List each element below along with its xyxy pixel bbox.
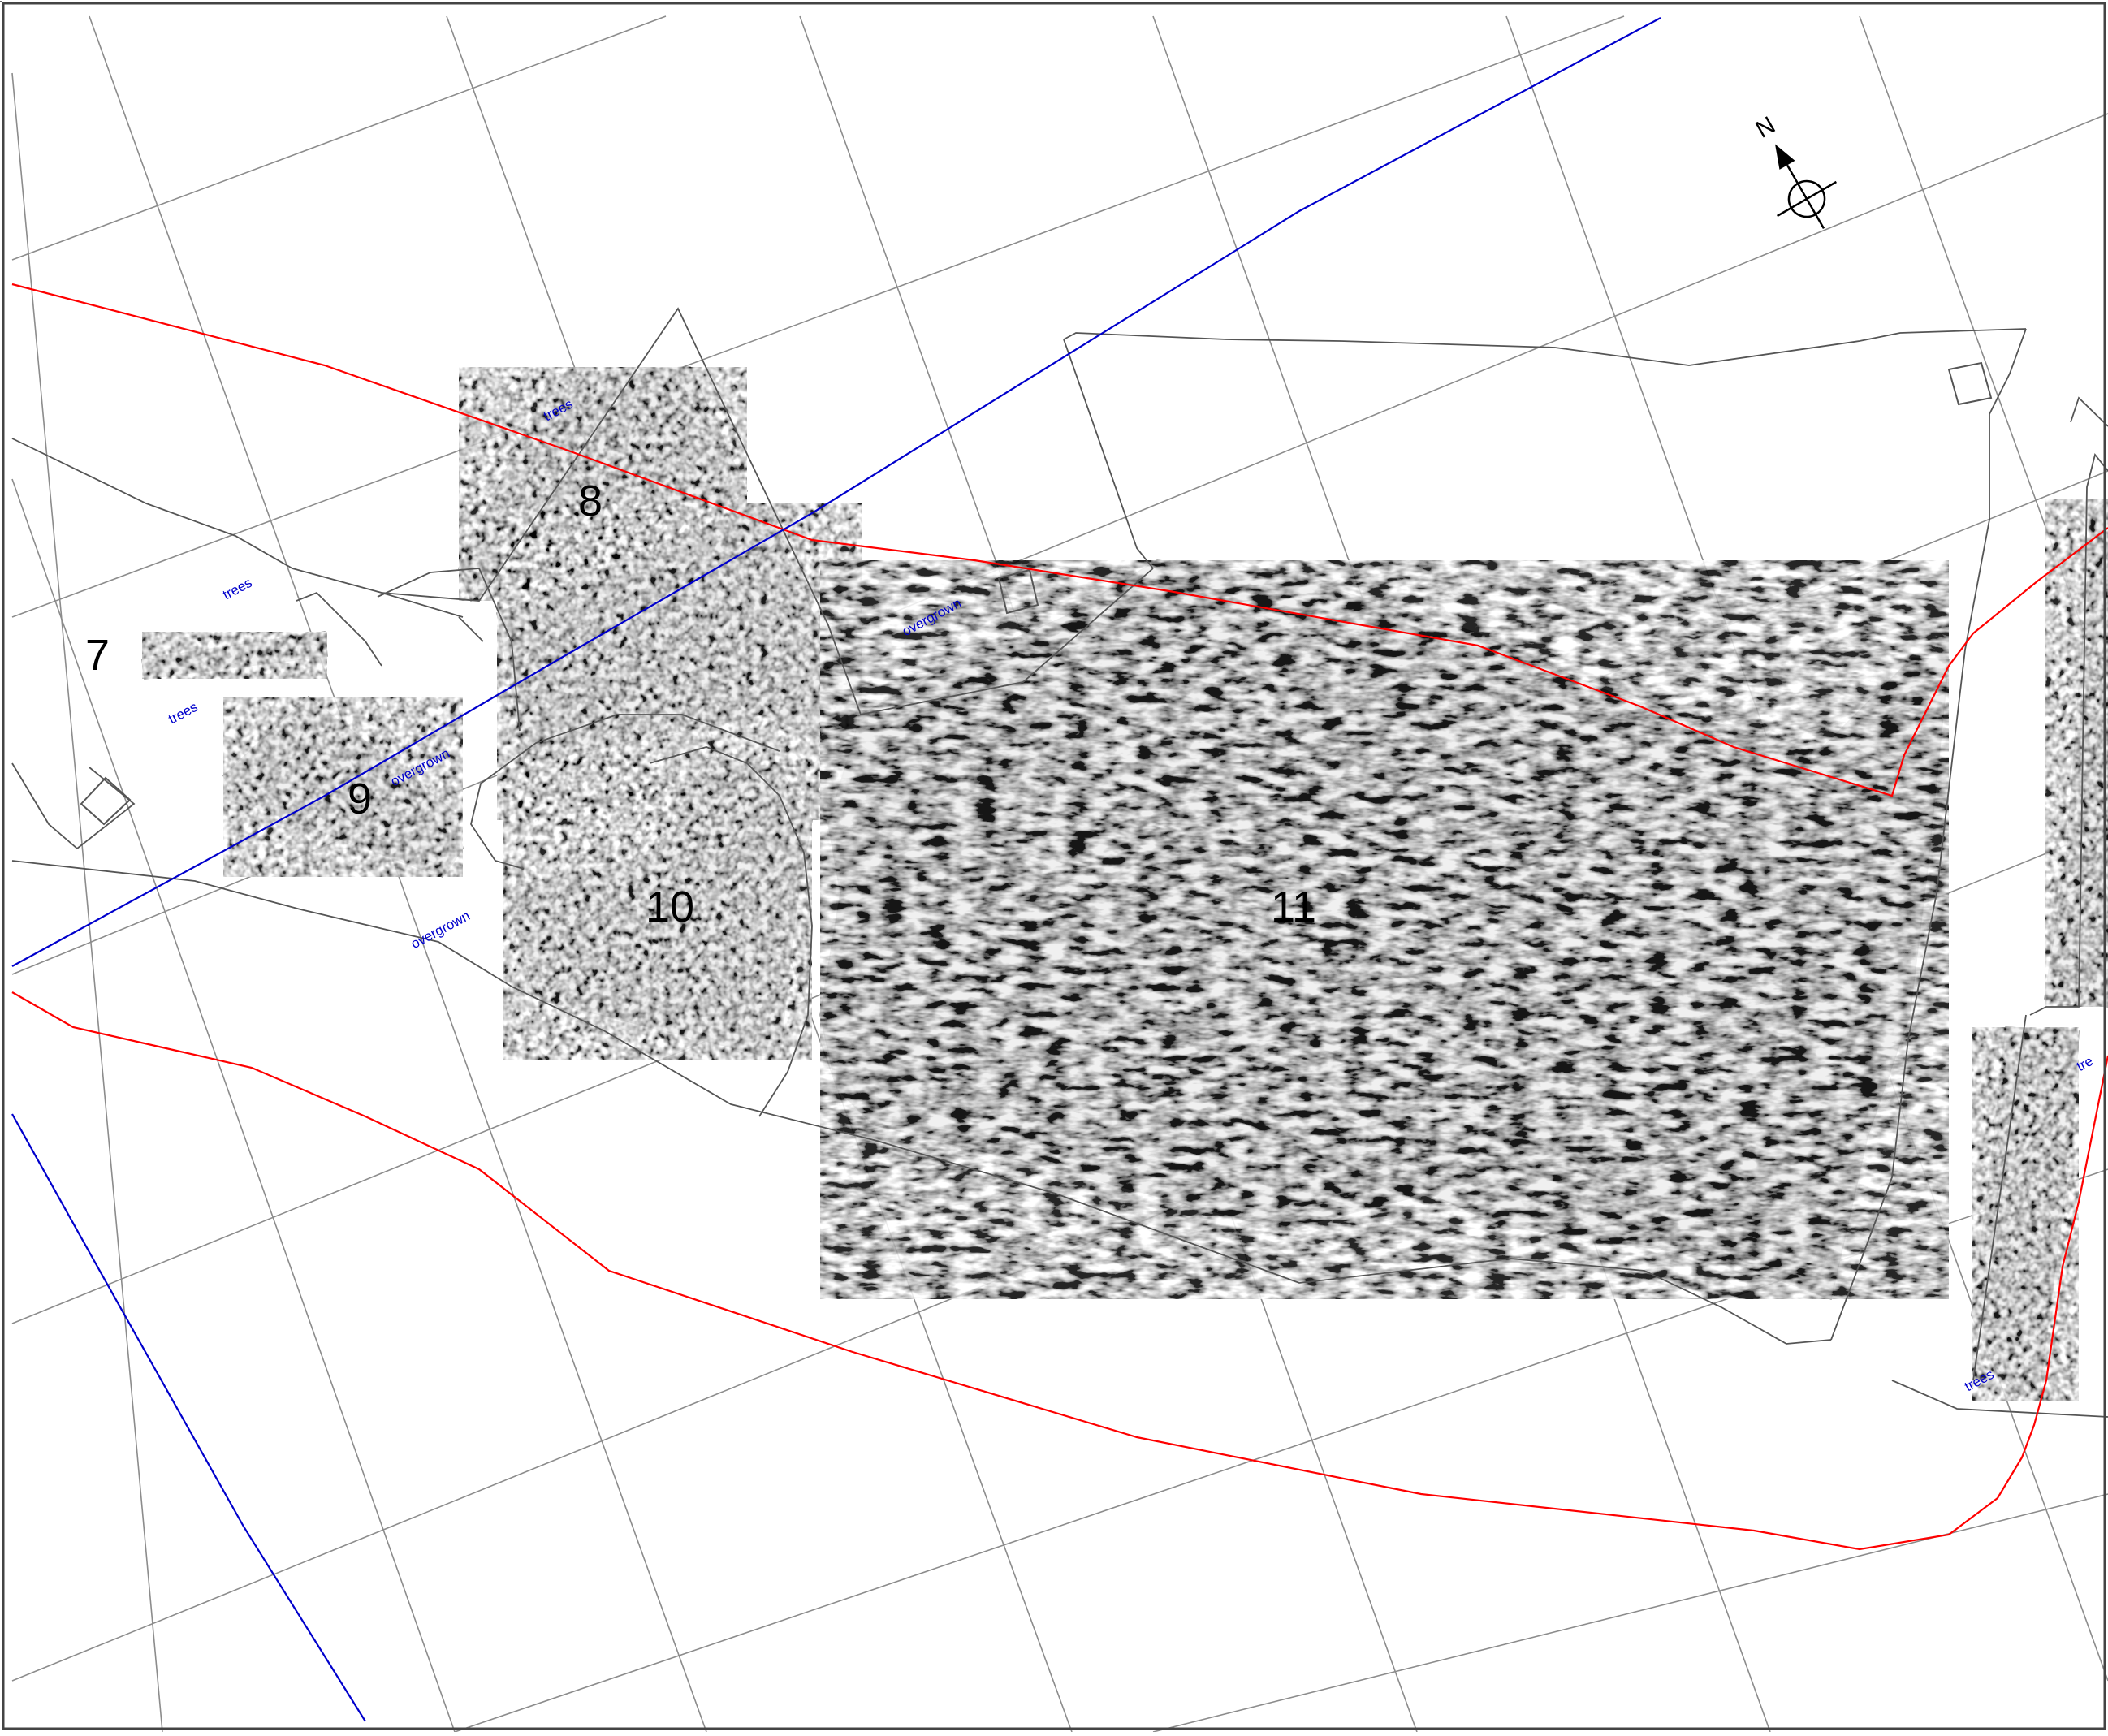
- field-boundary: [1891, 1380, 2108, 1418]
- grid-line: [454, 1168, 2108, 1733]
- grid-line: [1152, 1493, 2108, 1733]
- area-label-10: 10: [646, 883, 694, 931]
- field-boundary: [2070, 396, 2108, 427]
- survey-texture: [503, 759, 812, 1060]
- field-boundaries: [0, 1, 2108, 1418]
- area-label-8: 8: [578, 477, 603, 525]
- grid-line: [11, 15, 667, 261]
- survey-texture: [223, 697, 463, 877]
- area-label-7: 7: [85, 631, 110, 680]
- red-route-line: [11, 283, 2108, 797]
- field-boundary: [1063, 339, 1154, 569]
- grid-line: [1859, 15, 2108, 699]
- grid-line: [11, 72, 163, 1733]
- survey-texture: [497, 503, 862, 820]
- survey-texture: [459, 367, 747, 601]
- field-boundary: [11, 860, 1832, 1345]
- field-boundary: [458, 616, 484, 642]
- grid-line: [89, 15, 707, 1733]
- field-boundary: [11, 438, 464, 618]
- survey-texture: [1972, 1027, 2079, 1401]
- annotation-trees-3: trees: [166, 699, 200, 728]
- building-outline: [997, 568, 1039, 615]
- field-boundary: [1972, 1014, 2027, 1381]
- survey-texture: [2045, 499, 2108, 1007]
- annotation-overgrown-1: overgrown: [900, 595, 964, 639]
- grid-line: [11, 15, 1625, 618]
- field-boundary: [11, 762, 136, 850]
- grid-line: [11, 478, 456, 1733]
- field-boundary: [296, 591, 382, 667]
- building-outline: [1947, 361, 1993, 406]
- annotation-trees-4: trees: [1962, 1367, 1996, 1395]
- field-boundary: [377, 568, 521, 732]
- survey-areas: [141, 366, 2108, 1401]
- red-route-line: [11, 991, 2108, 1551]
- north-label: N: [1752, 111, 1780, 143]
- field-boundary: [2029, 453, 2108, 1016]
- survey-texture: [142, 632, 327, 679]
- field-boundary: [381, 307, 862, 715]
- field-boundary: [649, 746, 813, 1117]
- north-arrow-icon: N: [1752, 111, 1837, 229]
- blue-route-line: [11, 17, 1661, 967]
- field-boundary: [860, 568, 1154, 715]
- field-boundary: [1830, 328, 2027, 1341]
- annotation-trees-2: trees: [220, 575, 254, 603]
- blue-route-line: [11, 1113, 366, 1722]
- route-lines: [11, 17, 2108, 1722]
- field-boundary: [470, 714, 780, 870]
- area-label-9: 9: [348, 775, 372, 823]
- survey-texture: [820, 560, 1949, 1299]
- building-outline: [80, 776, 132, 826]
- area-label-11: 11: [1271, 883, 1316, 931]
- field-boundary: [1063, 328, 2027, 366]
